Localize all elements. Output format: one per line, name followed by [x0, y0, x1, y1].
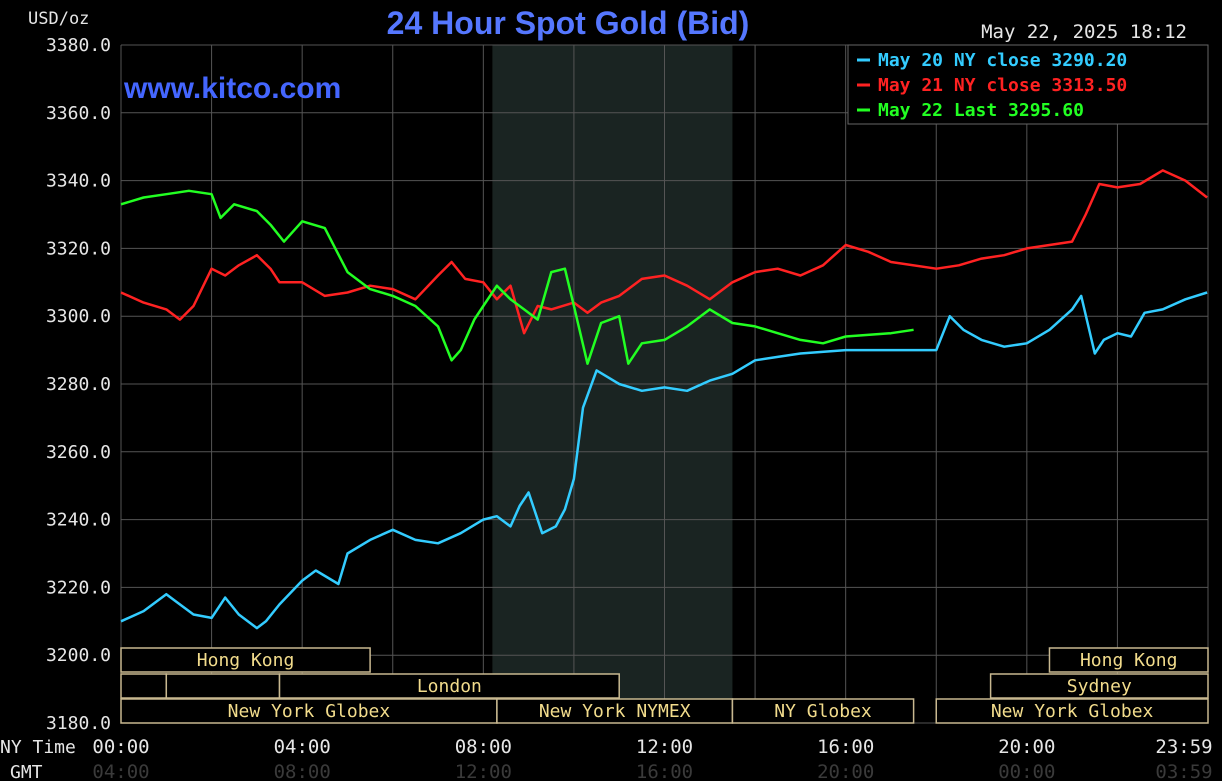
- session-bar-box: [278, 673, 620, 699]
- x-row-label-gmt: GMT: [10, 762, 43, 781]
- y-tick-label: 3200.0: [46, 645, 111, 666]
- market-session-bars: Hong Kong Hong Kong London Sydney New York G…: [120, 647, 1209, 724]
- session-bar-box: [989, 673, 1209, 699]
- watermark: www.kitco.com: [123, 72, 341, 105]
- x-tick-label-ny: 00:00: [92, 736, 149, 758]
- legend-entry: May 22 Last 3295.60: [878, 100, 1084, 121]
- legend-entry: May 20 NY close 3290.20: [878, 50, 1127, 71]
- session-bar-box: [1048, 647, 1209, 673]
- session-label: New York Globex: [228, 701, 391, 722]
- series-line: [120, 169, 1208, 335]
- session-bar: New York Globex: [935, 698, 1209, 724]
- y-unit-label: USD/oz: [28, 9, 89, 29]
- y-tick-label: 3360.0: [46, 103, 111, 124]
- x-tick-label-ny: 16:00: [817, 736, 874, 758]
- session-bar: NY Globex: [731, 698, 915, 724]
- x-tick-label-gmt: 03:59: [1155, 761, 1212, 781]
- series-line: [120, 291, 1208, 630]
- session-bar-box: [935, 698, 1209, 724]
- session-label: London: [417, 676, 482, 697]
- session-bar: [120, 673, 168, 699]
- chart-title: 24 Hour Spot Gold (Bid): [387, 5, 750, 41]
- legend-entry: May 21 NY close 3313.50: [878, 75, 1127, 96]
- x-tick-label-gmt: 20:00: [817, 761, 874, 781]
- session-label: New York NYMEX: [539, 701, 691, 722]
- session-label: Hong Kong: [1080, 650, 1178, 671]
- x-tick-label-ny: 20:00: [998, 736, 1055, 758]
- y-tick-label: 3300.0: [46, 306, 111, 327]
- y-tick-label: 3220.0: [46, 577, 111, 598]
- y-tick-label: 3320.0: [46, 238, 111, 259]
- session-bar-box: [120, 698, 498, 724]
- x-tick-label-gmt: 04:00: [92, 761, 149, 781]
- x-row-label-ny: NY Time: [0, 737, 76, 758]
- y-tick-label: 3260.0: [46, 442, 111, 463]
- x-tick-label-ny: 08:00: [455, 736, 512, 758]
- x-tick-label-gmt: 12:00: [455, 761, 512, 781]
- session-bar-box: [731, 698, 915, 724]
- session-label: New York Globex: [991, 701, 1154, 722]
- session-bar: New York Globex: [120, 698, 498, 724]
- session-bar-box: [120, 647, 371, 673]
- y-tick-label: 3280.0: [46, 374, 111, 395]
- series-line: [120, 189, 914, 365]
- session-bar-box: [165, 673, 281, 699]
- session-bar: Hong Kong: [120, 647, 371, 673]
- session-label: Hong Kong: [197, 650, 295, 671]
- x-tick-label-ny: 04:00: [274, 736, 331, 758]
- y-axis-ticks: 3380.0 3360.0 3340.0 3320.0 3300.0 3280.0 3260…: [46, 35, 111, 734]
- x-tick-label-ny: 12:00: [636, 736, 693, 758]
- session-bar: Hong Kong: [1048, 647, 1209, 673]
- y-tick-label: 3380.0: [46, 35, 111, 56]
- session-bar: [165, 673, 281, 699]
- x-tick-label-gmt: 00:00: [998, 761, 1055, 781]
- legend: May 20 NY close 3290.20 May 21 NY close 3…: [847, 44, 1209, 125]
- session-bar-box: [120, 673, 168, 699]
- x-tick-label-gmt: 08:00: [274, 761, 331, 781]
- y-tick-label: 3180.0: [46, 713, 111, 734]
- series-lines: [120, 169, 1208, 630]
- timestamp: May 22, 2025 18:12: [981, 21, 1187, 43]
- session-label: Sydney: [1067, 676, 1132, 697]
- session-bar: New York NYMEX: [496, 698, 734, 724]
- x-tick-label-ny: 23:59: [1155, 736, 1212, 758]
- x-tick-label-gmt: 16:00: [636, 761, 693, 781]
- y-tick-label: 3340.0: [46, 171, 111, 192]
- session-bar: London: [278, 673, 620, 699]
- session-bar: Sydney: [989, 673, 1209, 699]
- x-axis-ticks: 00:00 04:00 04:00 08:00 08:00 12:00 12:00 16:00…: [92, 736, 1212, 781]
- session-bar-box: [496, 698, 734, 724]
- legend-box: [847, 44, 1209, 125]
- y-tick-label: 3240.0: [46, 510, 111, 531]
- session-label: NY Globex: [774, 701, 872, 722]
